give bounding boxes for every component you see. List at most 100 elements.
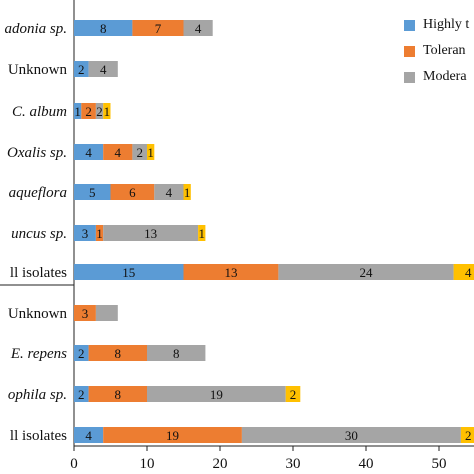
bar-segment (74, 103, 82, 119)
bar-value-label: 1 (147, 145, 154, 160)
bar-segment (183, 184, 191, 200)
bar-stack: 2 8 8 (74, 345, 206, 361)
category-label: ll isolates (10, 265, 67, 281)
bar-value-label: 2 (85, 104, 92, 119)
x-tick-label: 40 (359, 456, 374, 472)
bar-value-label: 4 (85, 145, 92, 160)
bar-segment (95, 225, 104, 241)
legend-item: Highly t (404, 12, 474, 38)
bar-value-label: 3 (82, 226, 89, 241)
bar-segment (154, 184, 184, 200)
bar-stack: 3 (74, 305, 118, 321)
bar-value-label: 4 (85, 428, 92, 443)
bar-segment (74, 61, 89, 77)
bar-segment (453, 264, 474, 280)
bar-value-label: 2 (78, 62, 85, 77)
bar-segment (183, 20, 213, 36)
bar-segment (241, 427, 461, 443)
bar-segment (103, 427, 242, 443)
bar-segment (74, 427, 104, 443)
bar-value-label: 8 (100, 21, 107, 36)
axes (0, 0, 474, 447)
bar-segment (103, 103, 111, 119)
category-label: ophila sp. (8, 387, 67, 403)
bar-segment (147, 144, 155, 160)
category-label: E. repens (10, 346, 67, 362)
bar-value-label: 8 (115, 387, 122, 402)
bar-segment (74, 345, 89, 361)
bar-segment (95, 305, 118, 321)
bar-segment (95, 103, 104, 119)
legend-label: Toleran (423, 43, 466, 58)
category-label: uncus sp. (11, 226, 67, 242)
category-label: Unknown (8, 306, 68, 322)
bar-value-label: 7 (155, 21, 162, 36)
bar-segment (278, 264, 454, 280)
bar-value-label: 1 (96, 226, 103, 241)
bar-segment (88, 386, 147, 402)
bar-stack: 8 7 4 (74, 20, 213, 36)
bar-stack: 3 1 13 1 (74, 225, 206, 241)
bar-segment (183, 264, 279, 280)
bar-segment (460, 427, 474, 443)
x-axis-ticks: 0 10 20 30 40 50 (70, 446, 447, 472)
bar-segment (147, 345, 206, 361)
bar-segment (285, 386, 301, 402)
bar-value-label: 1 (74, 104, 81, 119)
bar-segment (103, 225, 199, 241)
bar-segment (74, 305, 96, 321)
bar-segment (103, 144, 133, 160)
bar-value-label: 5 (89, 185, 96, 200)
legend-swatch (404, 19, 415, 31)
bar-value-label: 24 (360, 265, 374, 280)
bar-stack: 15 13 24 4 (74, 264, 474, 280)
bar-value-label: 1 (199, 226, 206, 241)
legend-swatch (404, 45, 415, 57)
legend-swatch (404, 71, 415, 83)
bar-value-label: 4 (195, 21, 202, 36)
bar-segment (147, 386, 286, 402)
bar-value-label: 2 (465, 428, 472, 443)
bar-segment (74, 386, 89, 402)
bar-value-label: 19 (210, 387, 223, 402)
category-labels: adonia sp. Unknown C. album Oxalis sp. aquef… (4, 21, 67, 444)
x-tick-label: 30 (286, 456, 301, 472)
bar-value-label: 2 (136, 145, 143, 160)
bar-value-label: 2 (78, 387, 85, 402)
bar-value-label: 13 (144, 226, 157, 241)
legend: Highly t Toleran Modera Sensitiv (404, 12, 474, 92)
bar-segment (132, 20, 184, 36)
legend-item: Toleran (404, 38, 474, 64)
bar-stack: 2 8 19 2 (74, 386, 301, 402)
bar-segment (198, 225, 206, 241)
bar-segment (74, 20, 133, 36)
bar-value-label: 2 (78, 346, 85, 361)
category-label: Oxalis sp. (7, 145, 67, 161)
bar-segment (74, 264, 184, 280)
category-label: aqueflora (9, 185, 67, 201)
bar-segment (74, 184, 111, 200)
bar-value-label: 4 (100, 62, 107, 77)
legend-label: Modera (423, 69, 467, 84)
legend-item: Modera (404, 64, 474, 90)
bar-segment (74, 144, 104, 160)
bar-value-label: 2 (290, 387, 297, 402)
bar-segment (88, 61, 118, 77)
x-tick-label: 20 (213, 456, 228, 472)
bar-value-label: 15 (122, 265, 135, 280)
legend-item: Sensitiv (404, 90, 474, 92)
bar-segment (74, 225, 96, 241)
bar-segment (110, 184, 155, 200)
bar-value-label: 13 (224, 265, 237, 280)
bar-value-label: 19 (166, 428, 179, 443)
bar-value-label: 4 (115, 145, 122, 160)
bar-value-label: 2 (96, 104, 103, 119)
bar-segment (88, 345, 147, 361)
bar-value-label: 6 (129, 185, 136, 200)
x-tick-label: 10 (140, 456, 155, 472)
bar-value-label: 30 (345, 428, 358, 443)
